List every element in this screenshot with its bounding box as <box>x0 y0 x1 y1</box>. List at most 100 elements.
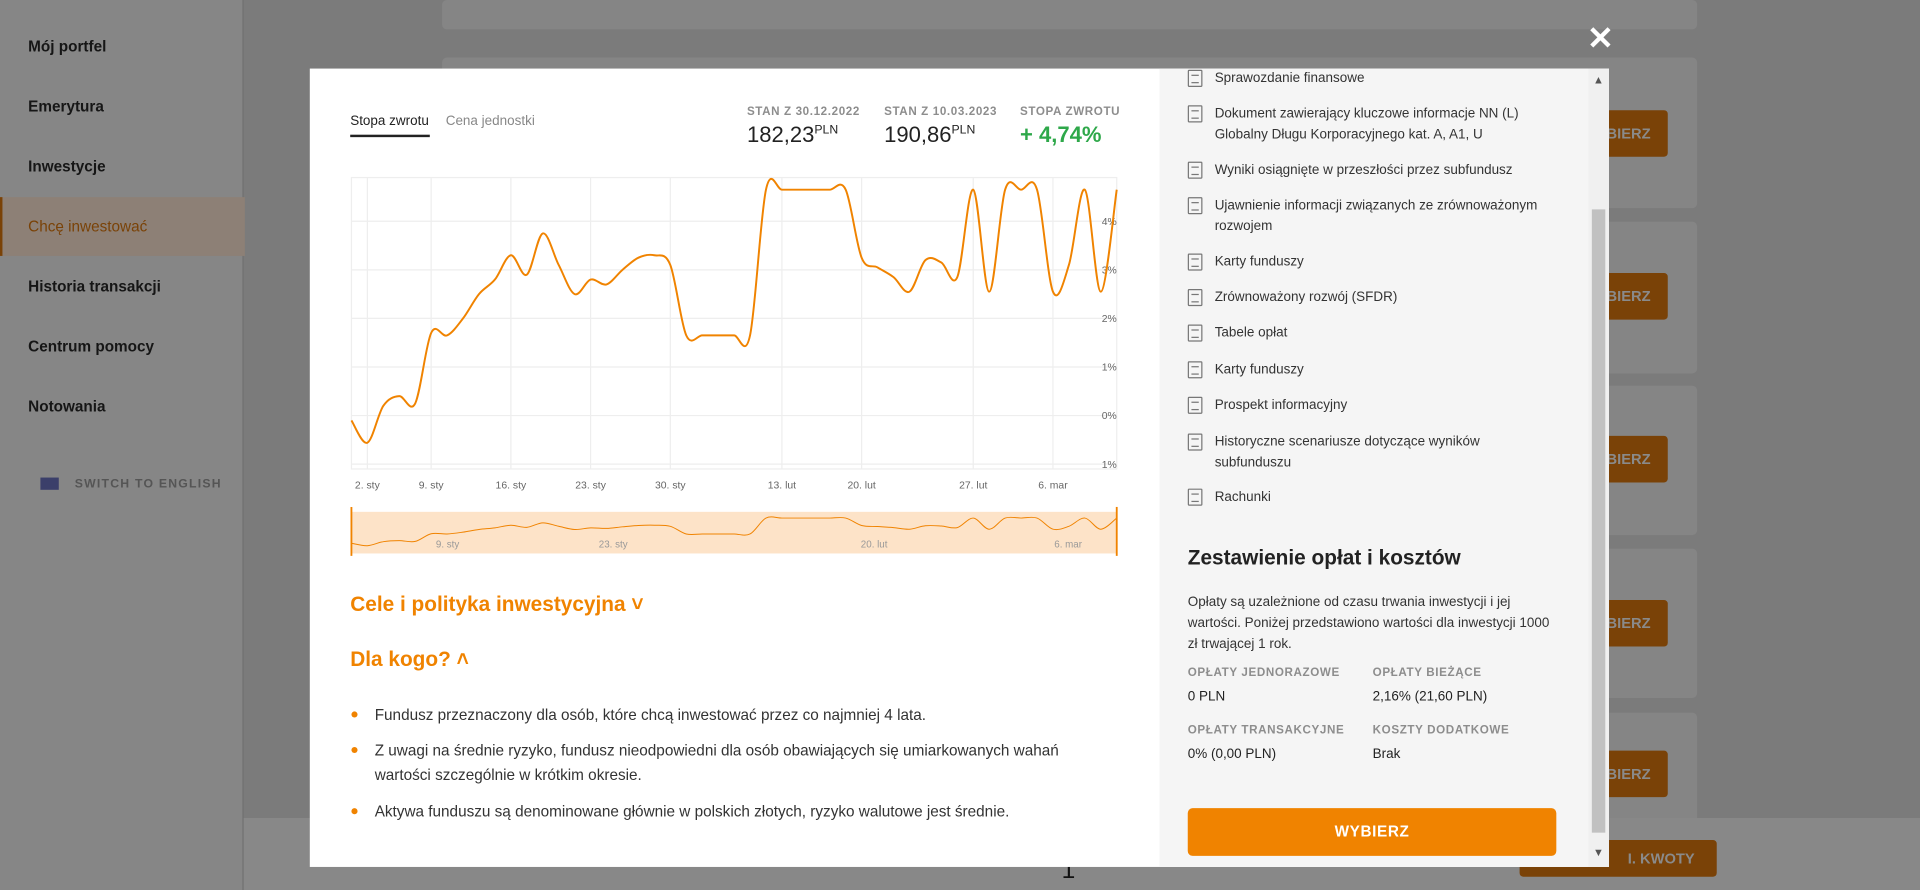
section-heading[interactable]: Dla kogo? ˄ <box>350 647 469 672</box>
fees-title: Zestawienie opłat i kosztów <box>1187 546 1461 570</box>
stat-value: + 4,74% <box>1020 122 1102 148</box>
menu-item[interactable]: Centrum pomocy <box>28 337 155 356</box>
value: 190,86 <box>884 122 952 147</box>
card <box>442 0 1698 30</box>
section-title: Dla kogo? <box>350 647 451 672</box>
menu-item[interactable]: Inwestycje <box>28 157 106 176</box>
document-title: Dokument zawierający kluczowe informacje… <box>1214 106 1519 142</box>
document-icon <box>1187 324 1203 342</box>
scroll-up[interactable]: ▲ <box>1593 73 1604 86</box>
navigator-label: 6. mar <box>1054 539 1082 550</box>
navigator-label: 20. lut <box>861 539 888 550</box>
stat-value: 182,23PLN <box>747 122 838 148</box>
document-link[interactable]: Historyczne scenariusze dotyczące wynikó… <box>1187 432 1558 472</box>
document-link[interactable]: Karty funduszy <box>1187 360 1558 380</box>
stat-label: STAN Z 10.03.2023 <box>884 105 998 119</box>
tab[interactable]: Cena jednostki <box>445 113 535 129</box>
x-tick-label: 13. lut <box>768 481 796 492</box>
menu-item[interactable]: Notowania <box>28 397 106 416</box>
navigator-label: 23. sty <box>599 539 628 550</box>
menu-item[interactable]: Emerytura <box>28 97 104 116</box>
language-switch[interactable]: SWITCH TO ENGLISH <box>74 477 222 492</box>
document-title: Karty funduszy <box>1214 362 1304 378</box>
document-title: Ujawnienie informacji związanych ze zrów… <box>1214 198 1538 234</box>
section-heading[interactable]: Cele i polityka inwestycyjna ˅ <box>350 592 644 616</box>
navigator-bg <box>351 511 1117 554</box>
bullet: Aktywa funduszu są denominowane głównie … <box>351 800 1073 824</box>
document-link[interactable]: Karty funduszy <box>1187 252 1558 272</box>
document-icon <box>1187 253 1203 271</box>
fee-value: Brak <box>1372 746 1401 762</box>
x-tick-label: 6. mar <box>1038 481 1068 492</box>
y-tick-label: 4% <box>1102 217 1117 228</box>
navigator-label: 9. sty <box>436 539 459 550</box>
flag-icon <box>40 477 59 490</box>
x-tick-label: 2. sty <box>355 481 381 492</box>
document-title: Prospekt informacyjny <box>1214 397 1348 413</box>
document-icon <box>1187 433 1203 451</box>
document-link[interactable]: Ujawnienie informacji związanych ze zrów… <box>1187 196 1558 236</box>
plot-area <box>350 176 1118 470</box>
fee-value: 0 PLN <box>1187 689 1226 705</box>
document-link[interactable]: Wyniki osiągnięte w przeszłości przez su… <box>1187 160 1558 180</box>
menu-item[interactable]: Chcę inwestować <box>28 217 148 236</box>
menu-item[interactable]: Historia transakcji <box>28 277 161 296</box>
fee-value: 2,16% (21,60 PLN) <box>1372 689 1488 705</box>
document-title: Sprawozdanie finansowe <box>1214 71 1365 86</box>
document-icon <box>1187 396 1203 414</box>
tab-underline <box>350 134 430 138</box>
document-icon <box>1187 161 1203 179</box>
document-icon <box>1187 488 1203 506</box>
bullet: Fundusz przeznaczony dla osób, które chc… <box>351 703 1073 727</box>
y-tick-label: 1% <box>1102 460 1117 471</box>
navigator-line <box>351 516 1118 547</box>
x-tick-label: 20. lut <box>847 481 875 492</box>
x-tick-label: 30. sty <box>655 481 686 492</box>
stat-value: 190,86PLN <box>884 122 975 148</box>
scrollbar-thumb[interactable] <box>1591 209 1606 833</box>
x-tick-label: 27. lut <box>959 481 987 492</box>
bullet: Z uwagi na średnie ryzyko, fundusz nieod… <box>351 738 1073 787</box>
menu-item[interactable]: Mój portfel <box>28 37 107 56</box>
document-link[interactable]: Tabele opłat <box>1187 323 1558 343</box>
fee-label: KOSZTY DODATKOWE <box>1372 723 1510 738</box>
scroll-down[interactable]: ▼ <box>1593 846 1604 859</box>
document-link[interactable]: Zrównoważony rozwój (SFDR) <box>1187 288 1558 308</box>
fee-value: 0% (0,00 PLN) <box>1187 746 1277 762</box>
document-title: Zrównoważony rozwój (SFDR) <box>1214 290 1398 305</box>
choose-button[interactable]: WYBIERZ <box>1187 808 1557 856</box>
document-icon <box>1187 361 1203 379</box>
y-tick-label: 0% <box>1102 411 1117 422</box>
side-panel: Sprawozdanie finansowe Dokument zawierają… <box>1159 68 1589 867</box>
line <box>350 178 1118 444</box>
x-tick-label: 16. sty <box>496 481 527 492</box>
fee-label: OPŁATY JEDNORAZOWE <box>1187 666 1340 680</box>
fee-label: OPŁATY BIEŻĄCE <box>1372 666 1482 680</box>
x-tick-label: 23. sty <box>575 481 606 492</box>
section-title: Cele i polityka inwestycyjna <box>350 592 626 616</box>
document-link[interactable]: Prospekt informacyjny <box>1187 396 1558 416</box>
document-link[interactable]: Sprawozdanie finansowe <box>1187 69 1558 89</box>
document-title: Rachunki <box>1214 489 1271 505</box>
document-link[interactable]: Rachunki <box>1187 487 1558 507</box>
document-link[interactable]: Dokument zawierający kluczowe informacje… <box>1187 104 1558 144</box>
sidebar: Mój portfel Emerytura Inwestycje Chcę inwes… <box>0 0 245 890</box>
fee-label: OPŁATY TRANSAKCYJNE <box>1187 723 1345 738</box>
value: + 4,74% <box>1020 122 1102 147</box>
value: 182,23 <box>746 122 815 147</box>
document-icon <box>1187 105 1203 123</box>
document-icon <box>1187 288 1203 307</box>
tab-active[interactable]: Stopa zwrotu <box>350 113 429 129</box>
fees-description: Opłaty są uzależnione od czasu trwania i… <box>1187 595 1550 652</box>
modal: Stopa zwrotu Cena jednostki STAN Z 30.12… <box>309 68 1609 867</box>
y-tick-label: 2% <box>1102 314 1117 325</box>
unit: PLN <box>951 123 976 138</box>
close-button[interactable]: ✕ <box>1586 19 1614 57</box>
document-title: Karty funduszy <box>1214 254 1304 270</box>
unit: PLN <box>814 123 839 138</box>
document-icon <box>1187 197 1203 215</box>
document-title: Tabele opłat <box>1214 325 1288 341</box>
document-title: Wyniki osiągnięte w przeszłości przez su… <box>1214 162 1513 178</box>
document-title: Historyczne scenariusze dotyczące wynikó… <box>1214 434 1480 470</box>
